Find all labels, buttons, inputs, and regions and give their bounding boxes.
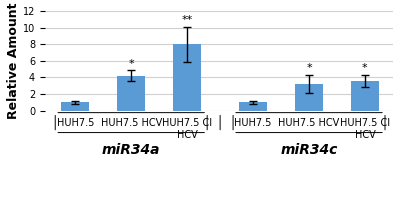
Bar: [239, 102, 267, 111]
Bar: [117, 76, 145, 111]
Text: *: *: [362, 63, 368, 73]
Bar: [351, 81, 379, 111]
Text: **: **: [182, 15, 193, 25]
Text: miR34c: miR34c: [280, 143, 338, 157]
Text: *: *: [306, 63, 312, 73]
Y-axis label: Relative Amount: Relative Amount: [7, 3, 20, 119]
Bar: [61, 102, 89, 111]
Text: *: *: [128, 59, 134, 69]
Bar: [295, 84, 323, 111]
Bar: [173, 44, 201, 111]
Text: miR34a: miR34a: [102, 143, 160, 157]
